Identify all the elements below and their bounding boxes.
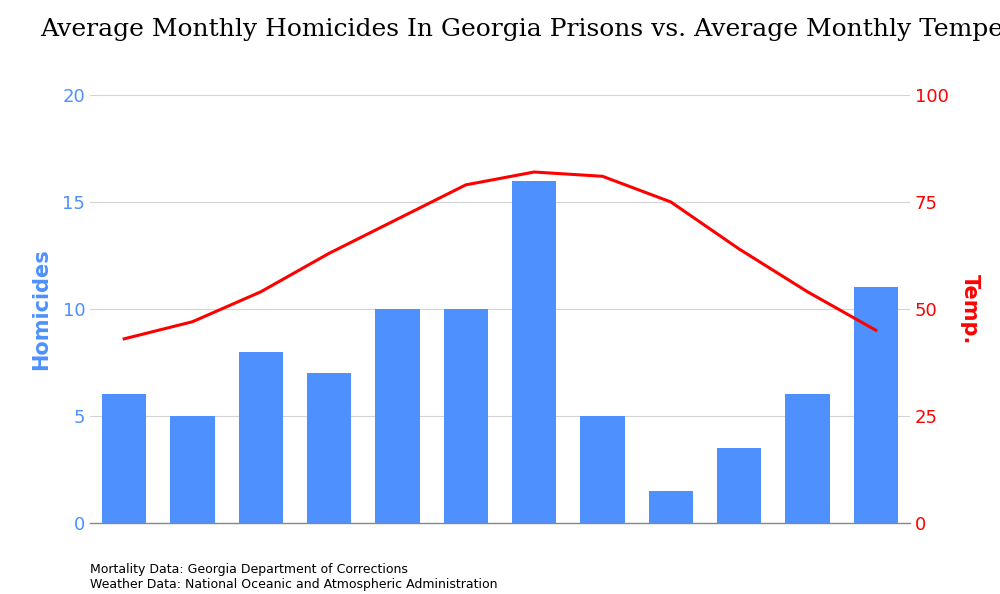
Bar <box>239 352 283 523</box>
Bar <box>307 373 351 523</box>
Bar <box>170 416 215 523</box>
Y-axis label: Homicides: Homicides <box>31 248 51 369</box>
Bar <box>649 491 693 523</box>
Bar <box>512 181 556 523</box>
Bar <box>580 416 625 523</box>
Bar <box>102 394 146 523</box>
Bar <box>785 394 830 523</box>
Text: Average Monthly Homicides In Georgia Prisons vs. Average Monthly Temperatures 20: Average Monthly Homicides In Georgia Pri… <box>40 18 1000 41</box>
Text: Mortality Data: Georgia Department of Corrections
Weather Data: National Oceanic: Mortality Data: Georgia Department of Co… <box>90 563 498 591</box>
Bar <box>717 448 761 523</box>
Bar <box>375 309 420 523</box>
Y-axis label: Temp.: Temp. <box>960 274 980 344</box>
Bar <box>854 287 898 523</box>
Bar <box>444 309 488 523</box>
